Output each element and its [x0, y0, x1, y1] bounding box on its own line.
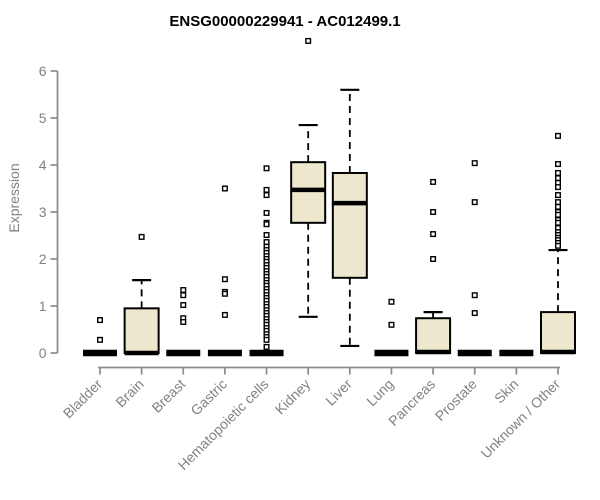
x-tick-label: Lung — [363, 376, 396, 409]
outlier-point — [263, 232, 270, 239]
box-hematopoietic-cells — [249, 165, 284, 357]
outlier-point — [180, 292, 187, 299]
outlier-point — [554, 219, 561, 226]
outlier-point — [96, 336, 103, 343]
box-gastric — [207, 185, 242, 357]
outlier-point — [554, 169, 561, 176]
outlier-point — [388, 321, 395, 328]
outlier-point — [263, 221, 270, 228]
x-tick-label: Breast — [148, 376, 188, 416]
y-tick-label: 1 — [39, 298, 47, 314]
x-tick-label: Unknown / Other — [478, 376, 564, 462]
outlier-point — [180, 302, 187, 309]
x-tick-label: Prostate — [432, 376, 480, 424]
outlier-point — [554, 199, 561, 206]
box-kidney — [290, 37, 327, 318]
outlier-point — [430, 231, 437, 238]
x-tick-label: Skin — [491, 376, 522, 407]
outlier-point — [138, 233, 145, 240]
box-pancreas — [415, 178, 452, 355]
y-tick-label: 6 — [39, 63, 47, 79]
outlier-point — [430, 256, 437, 263]
y-tick-label: 5 — [39, 110, 47, 126]
outlier-point — [554, 175, 561, 182]
chart-title: ENSG00000229941 - AC012499.1 — [169, 13, 401, 30]
outlier-point — [221, 185, 228, 192]
outlier-point — [180, 318, 187, 325]
box-brain — [123, 233, 160, 356]
outlier-point — [554, 211, 561, 218]
outlier-point — [263, 343, 270, 350]
box-prostate — [457, 160, 492, 357]
box-liver — [331, 88, 368, 348]
outlier-point — [471, 199, 478, 206]
outlier-point — [388, 298, 395, 305]
box-breast — [166, 287, 201, 357]
outlier-point — [554, 242, 561, 249]
x-tick-label: Brain — [112, 376, 146, 410]
outlier-point — [221, 290, 228, 297]
outlier-point — [471, 310, 478, 317]
y-tick-label: 2 — [39, 251, 47, 267]
outlier-point — [263, 209, 270, 216]
y-axis-label: Expression — [6, 163, 22, 233]
outlier-point — [430, 208, 437, 215]
outlier-point — [554, 161, 561, 168]
box-unknown-other — [539, 132, 576, 355]
outlier-point — [554, 132, 561, 139]
y-tick-label: 0 — [39, 345, 47, 361]
outlier-point — [554, 184, 561, 191]
outlier-point — [263, 192, 270, 199]
y-tick-label: 4 — [39, 157, 47, 173]
x-tick-label: Liver — [322, 376, 355, 409]
outlier-point — [430, 178, 437, 185]
outlier-point — [96, 317, 103, 324]
outlier-point — [221, 311, 228, 318]
outlier-point — [305, 37, 312, 44]
box-lung — [374, 298, 409, 357]
outlier-point — [263, 336, 270, 343]
y-axis: 0 1 2 3 4 5 6 — [39, 63, 59, 361]
box-bladder — [83, 317, 117, 357]
outlier-point — [263, 239, 270, 246]
outlier-point — [263, 186, 270, 193]
outlier-point — [180, 287, 187, 294]
outlier-point — [554, 192, 561, 199]
outlier-point — [221, 276, 228, 283]
outlier-point — [471, 160, 478, 167]
outlier-point — [554, 203, 561, 210]
outlier-point — [263, 165, 270, 172]
outlier-point — [471, 292, 478, 299]
x-tick-label: Kidney — [272, 376, 314, 418]
x-tick-label: Bladder — [60, 376, 106, 422]
y-tick-label: 3 — [39, 204, 47, 220]
